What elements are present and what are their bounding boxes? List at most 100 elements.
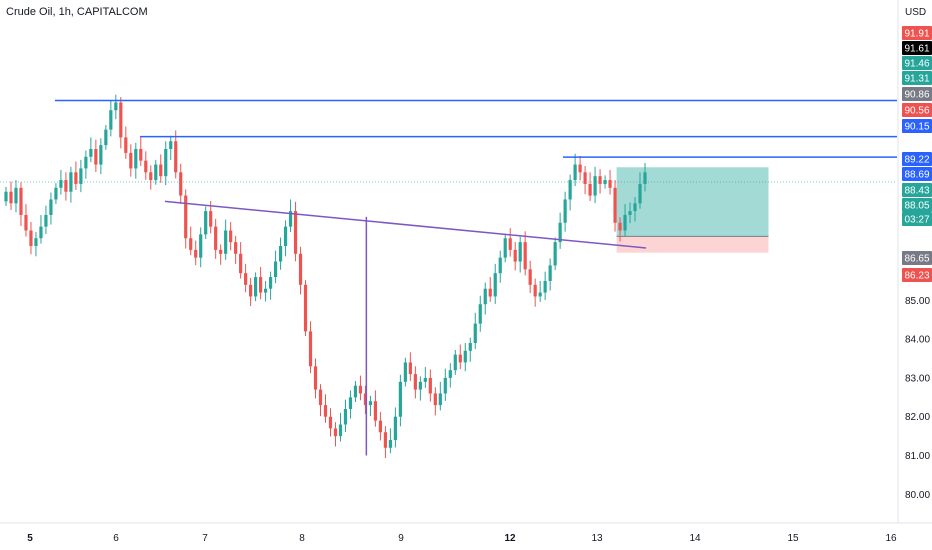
candle-body (59, 180, 63, 188)
candle-body (259, 277, 263, 293)
time-tick-label: 13 (591, 533, 603, 544)
candle-body (249, 284, 253, 297)
price-tag (902, 152, 932, 166)
candle-body (458, 354, 462, 363)
candle-body (328, 416, 333, 429)
candle-body (144, 160, 148, 173)
candle-body (263, 288, 268, 293)
candle-body (84, 156, 88, 169)
time-tick-label: 16 (885, 533, 897, 544)
price-tag-label: 90.15 (904, 122, 929, 133)
candle-body (124, 137, 128, 153)
candle-body (333, 428, 338, 437)
price-tag-label: 91.46 (904, 59, 929, 70)
candle-body (453, 354, 457, 371)
time-tick-label: 12 (504, 533, 516, 544)
price-tag-label: 90.56 (904, 106, 929, 117)
candle-body (628, 211, 632, 215)
candle-body (443, 377, 447, 394)
price-tag-label: 90.86 (904, 90, 929, 101)
candle-body (184, 195, 188, 239)
candle-body (159, 164, 163, 177)
time-tick-label: 14 (689, 533, 701, 544)
candle-body (388, 440, 392, 448)
candle-body (179, 172, 183, 196)
time-tick-label: 6 (113, 533, 119, 544)
candle-body (558, 222, 562, 243)
candle-body (553, 242, 557, 266)
candle-body (313, 366, 318, 390)
candle-body (174, 141, 178, 173)
candle-body (508, 238, 512, 250)
price-tag-label: 91.91 (904, 29, 929, 40)
time-tick-label: 9 (398, 533, 404, 544)
candle-body (114, 102, 118, 111)
price-tag (902, 167, 932, 181)
profit-zone[interactable] (616, 167, 769, 237)
candle-body (483, 288, 487, 305)
candle-body (353, 385, 358, 398)
price-tag (902, 119, 932, 133)
candle-body (373, 401, 378, 421)
price-tag-label: 86.65 (904, 254, 929, 265)
price-tag (902, 251, 932, 265)
time-tick-label: 15 (787, 533, 799, 544)
candle-body (24, 214, 28, 231)
candle-body (308, 331, 313, 367)
price-tick-label: 80.00 (905, 490, 930, 501)
candle-body (34, 238, 38, 247)
price-tag (902, 56, 932, 70)
candle-body (538, 292, 542, 297)
candle-body (214, 226, 218, 250)
candle-body (194, 249, 198, 258)
candle-body (643, 172, 647, 184)
candle-body (563, 199, 567, 223)
price-tag (902, 183, 932, 197)
candle-body (79, 168, 83, 184)
candle-body (204, 211, 208, 235)
candle-body (278, 246, 283, 262)
candle-body (268, 277, 273, 289)
candle-body (338, 424, 343, 437)
candle-body (378, 420, 383, 433)
loss-zone[interactable] (616, 236, 769, 253)
time-tick-label: 8 (299, 533, 305, 544)
candle-body (428, 377, 432, 394)
candle-body (638, 183, 642, 204)
candle-body (393, 416, 397, 441)
candle-body (518, 242, 522, 262)
candle-body (523, 242, 527, 270)
time-tick-label: 5 (27, 533, 33, 544)
candle-body (219, 249, 223, 254)
candle-body (498, 257, 502, 274)
candle-body (598, 176, 602, 184)
candle-body (488, 288, 492, 297)
candle-body (99, 145, 103, 165)
candle-body (413, 374, 417, 390)
candle-body (573, 164, 577, 181)
currency-label: USD (905, 7, 926, 18)
neckline[interactable] (164, 200, 647, 249)
price-tag (902, 41, 932, 55)
candle-body (568, 180, 572, 200)
price-tag-label: 91.31 (904, 74, 929, 85)
price-tick-label: 81.00 (905, 451, 930, 462)
price-tag-label: 89.22 (904, 155, 929, 166)
candle-body (503, 238, 507, 258)
candle-body (229, 230, 233, 243)
candle-body (398, 381, 402, 417)
candle-body (4, 191, 8, 202)
candle-body (303, 284, 308, 332)
candle-body (209, 211, 213, 227)
candle-body (358, 385, 363, 394)
candle-body (348, 397, 353, 409)
position-zones (616, 167, 769, 253)
candle-body (54, 187, 58, 200)
candle-body (39, 226, 43, 239)
candle-body (363, 393, 368, 406)
price-tag-label: 91.61 (904, 44, 929, 55)
candle-body (94, 149, 98, 165)
candle-body (9, 191, 13, 204)
candle-body (119, 102, 123, 138)
